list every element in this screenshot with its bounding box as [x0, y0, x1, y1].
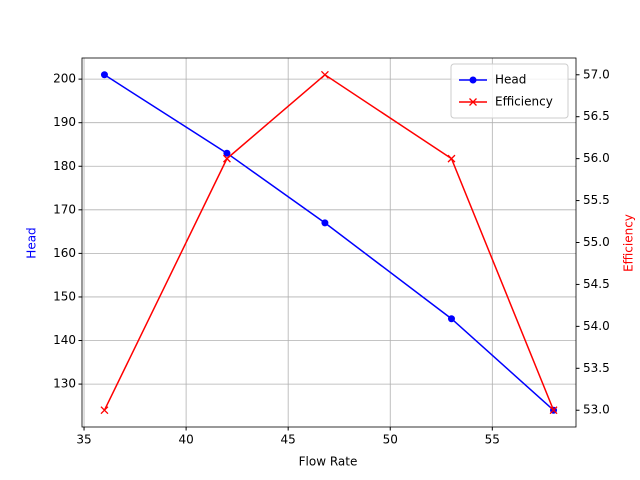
marker — [320, 70, 329, 79]
marker — [223, 149, 231, 157]
y-tick-label: 180 — [53, 159, 76, 173]
marker — [222, 154, 231, 163]
y2-tick-label: 53.5 — [583, 361, 610, 375]
y2-tick-label: 55.0 — [583, 235, 610, 249]
y2-tick-label: 54.5 — [583, 277, 610, 291]
marker — [447, 315, 455, 323]
y-tick-label: 160 — [53, 246, 76, 260]
x-tick-label: 50 — [383, 433, 398, 447]
y-axis-label: Head — [25, 227, 39, 258]
y-tick-label: 150 — [53, 289, 76, 303]
legend-label: Efficiency — [495, 95, 553, 109]
marker — [100, 71, 108, 79]
x-axis-label: Flow Rate — [299, 455, 358, 469]
y-tick-label: 130 — [53, 377, 76, 391]
marker — [447, 154, 456, 163]
legend-marker — [469, 76, 477, 84]
y2-tick-label: 53.0 — [583, 403, 610, 417]
y2-axis-label: Efficiency — [622, 214, 636, 272]
legend-label: Head — [495, 73, 526, 87]
marker — [321, 219, 329, 227]
y2-tick-label: 54.0 — [583, 319, 610, 333]
marker — [549, 406, 558, 415]
y2-tick-label: 56.5 — [583, 109, 610, 123]
y-tick-label: 140 — [53, 333, 76, 347]
y2-tick-label: 55.5 — [583, 193, 610, 207]
x-tick-label: 45 — [281, 433, 296, 447]
y-tick-label: 170 — [53, 202, 76, 216]
legend-marker — [469, 98, 477, 106]
marker — [100, 406, 109, 415]
x-tick-label: 40 — [178, 433, 193, 447]
y-tick-label: 200 — [53, 72, 76, 86]
y2-tick-label: 57.0 — [583, 67, 610, 81]
y2-tick-label: 56.0 — [583, 151, 610, 165]
y-tick-label: 190 — [53, 115, 76, 129]
x-tick-label: 55 — [485, 433, 500, 447]
x-tick-label: 35 — [76, 433, 91, 447]
legend-box — [450, 63, 569, 119]
